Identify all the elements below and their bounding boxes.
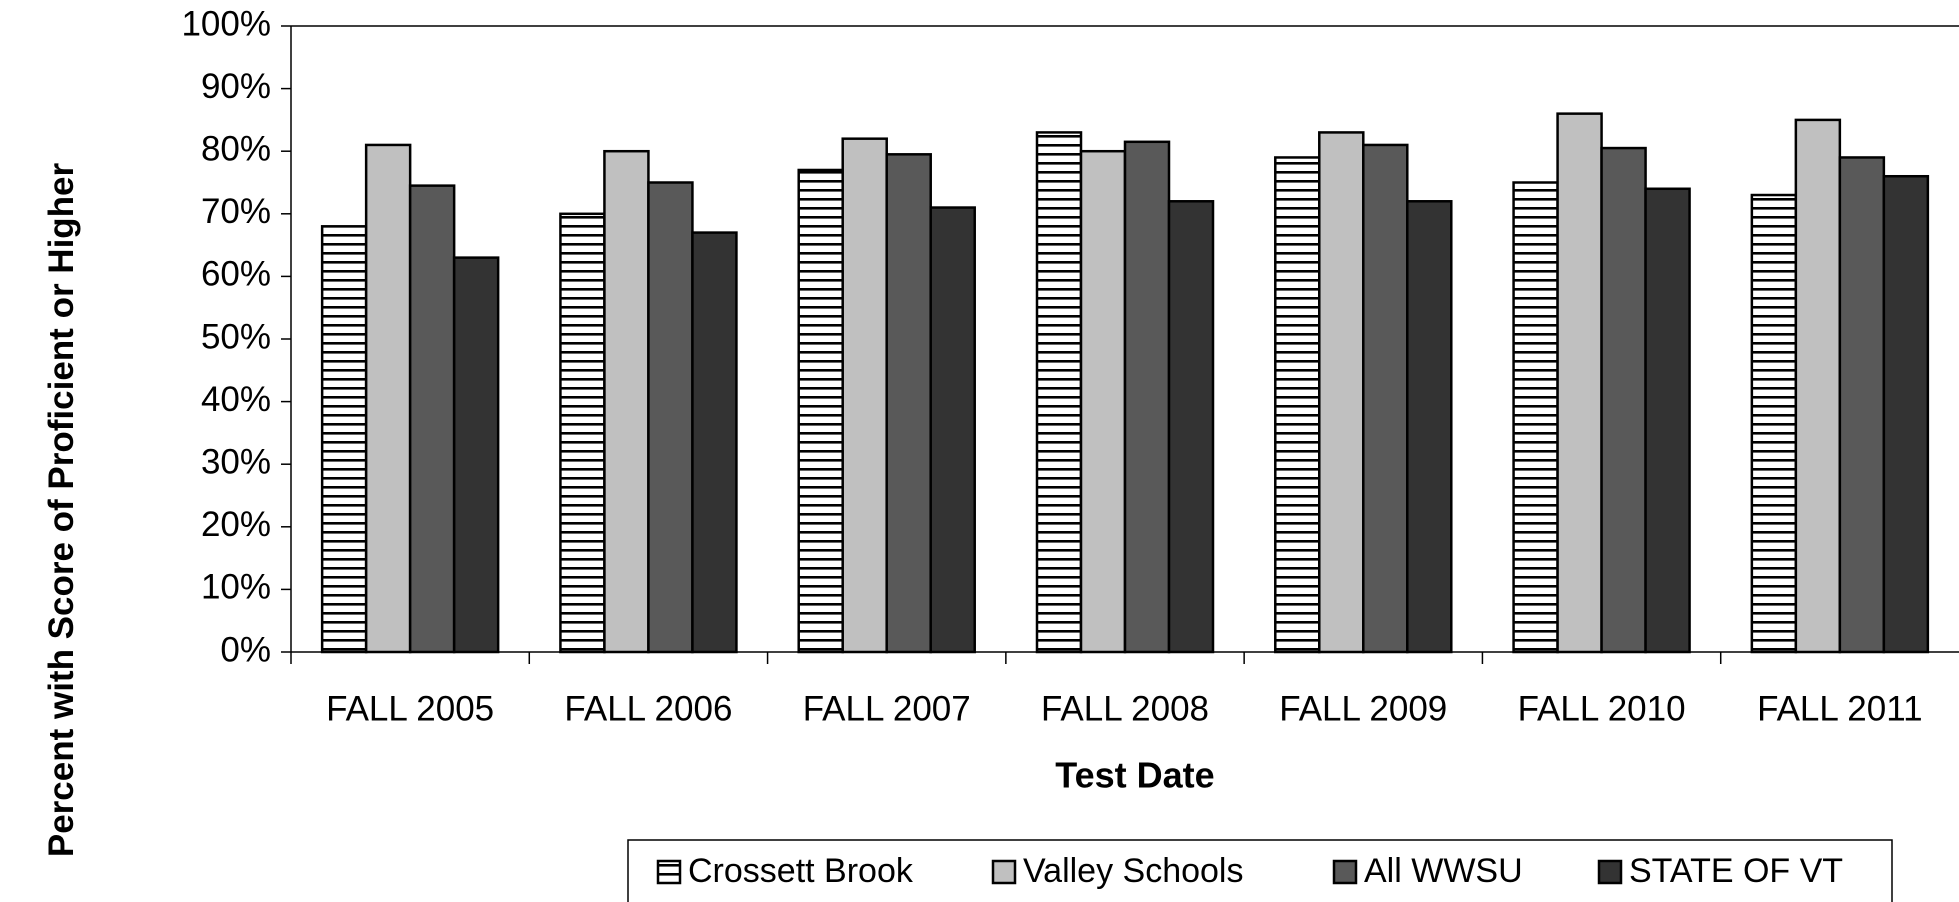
y-tick-label: 40%	[201, 380, 271, 419]
legend-swatch	[1332, 859, 1358, 885]
bar	[1035, 131, 1083, 654]
y-axis-title: Percent with Score of Proficient or High…	[42, 162, 81, 858]
bar	[1274, 156, 1321, 654]
bar	[1318, 131, 1365, 654]
legend-swatch	[656, 859, 682, 885]
x-tick-label: FALL 2006	[564, 689, 732, 728]
bar	[1167, 200, 1215, 654]
bar	[1556, 112, 1603, 654]
y-tick-label: 90%	[201, 67, 271, 106]
y-tick-label: 0%	[220, 630, 271, 669]
bar	[929, 206, 976, 654]
bar	[1512, 181, 1559, 654]
bar	[1600, 146, 1647, 654]
bar	[1079, 149, 1127, 654]
bar	[559, 212, 606, 654]
x-tick-label: FALL 2010	[1518, 689, 1686, 728]
bar	[1406, 200, 1453, 654]
bar	[1123, 140, 1171, 654]
bar	[320, 225, 368, 654]
legend-swatch	[1597, 859, 1623, 885]
bar	[1644, 187, 1691, 654]
x-tick-label: FALL 2009	[1279, 689, 1447, 728]
bar	[1794, 118, 1842, 654]
bar	[1882, 174, 1930, 654]
bar	[841, 137, 888, 654]
bar	[797, 168, 844, 654]
legend-label: Valley Schools	[1023, 852, 1244, 890]
bar	[885, 153, 932, 654]
legend-label: STATE OF VT	[1629, 852, 1843, 890]
y-tick-label: 50%	[201, 317, 271, 356]
bar	[1750, 193, 1798, 654]
legend-box	[627, 839, 1893, 902]
y-tick-label: 70%	[201, 192, 271, 231]
y-tick-label: 30%	[201, 442, 271, 481]
x-axis-title: Test Date	[1055, 755, 1214, 796]
legend-label: Crossett Brook	[688, 852, 914, 890]
y-tick-label: 20%	[201, 505, 271, 544]
y-tick-label: 80%	[201, 129, 271, 168]
bar	[691, 231, 738, 654]
legend-label: All WWSU	[1364, 852, 1523, 890]
bar	[452, 256, 500, 654]
y-tick-label: 60%	[201, 255, 271, 294]
bar	[1838, 156, 1886, 654]
x-tick-label: FALL 2005	[326, 689, 494, 728]
bar	[647, 181, 694, 654]
x-tick-label: FALL 2008	[1041, 689, 1209, 728]
y-tick-label: 100%	[181, 4, 271, 43]
legend-swatch	[991, 859, 1017, 885]
x-tick-label: FALL 2007	[803, 689, 971, 728]
x-tick-label: FALL 2011	[1757, 689, 1922, 728]
bar	[408, 184, 456, 654]
bar	[364, 143, 412, 654]
bar	[1362, 143, 1409, 654]
y-tick-label: 10%	[201, 568, 271, 607]
bar	[603, 149, 650, 654]
